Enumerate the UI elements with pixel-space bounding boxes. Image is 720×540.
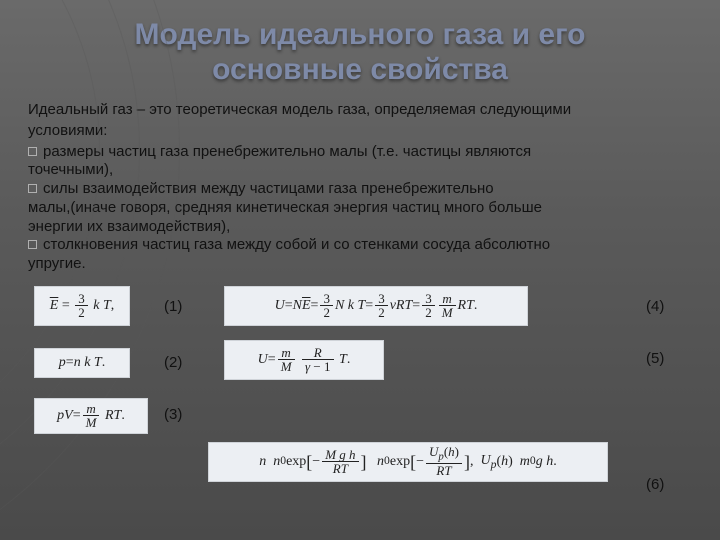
- lead-line-2: условиями:: [28, 122, 692, 141]
- body-text: Идеальный газ – это теоретическая модель…: [0, 101, 720, 520]
- eq-label-5: (5): [646, 350, 664, 369]
- bullet-2-line-b: малы,(иначе говоря, средняя кинетическая…: [28, 199, 692, 218]
- bullet-2: силы взаимодействия между частицами газа…: [28, 180, 692, 199]
- page-title: Модель идеального газа и его основные св…: [0, 0, 720, 101]
- equation-5: U = mM Rγ − 1 T.: [224, 340, 384, 380]
- bullet-1-line-a: размеры частиц газа пренебрежительно мал…: [43, 143, 531, 162]
- eq-label-1: (1): [164, 298, 182, 317]
- title-line-1: Модель идеального газа и его: [40, 18, 680, 53]
- eq-label-6: (6): [646, 476, 664, 495]
- eq-label-2: (2): [164, 354, 182, 373]
- eq-label-4: (4): [646, 298, 664, 317]
- bullet-3-line-b: упругие.: [28, 255, 692, 274]
- bullet-2-line-c: энергии их взаимодействия),: [28, 218, 692, 237]
- bullet-1: размеры частиц газа пренебрежительно мал…: [28, 143, 692, 162]
- equations-area: E = 32 k T, p = n k T. pV = mM RT. U = N…: [28, 286, 692, 520]
- bullet-3: столкновения частиц газа между собой и с…: [28, 236, 692, 255]
- equation-3: pV = mM RT.: [34, 398, 148, 434]
- bullet-square-icon: [28, 184, 37, 193]
- eq-label-3: (3): [164, 406, 182, 425]
- equation-6: n n0 exp [−M g hRT] n0 exp [−Up(h)RT] , …: [208, 442, 608, 482]
- bullet-square-icon: [28, 240, 37, 249]
- bullet-square-icon: [28, 147, 37, 156]
- lead-line-1: Идеальный газ – это теоретическая модель…: [28, 101, 692, 120]
- equation-2: p = n k T.: [34, 348, 130, 378]
- bullet-1-line-b: точечными),: [28, 161, 692, 180]
- bullet-2-line-a: силы взаимодействия между частицами газа…: [43, 180, 494, 199]
- title-line-2: основные свойства: [40, 53, 680, 88]
- equation-1: E = 32 k T,: [34, 286, 130, 326]
- bullet-3-line-a: столкновения частиц газа между собой и с…: [43, 236, 550, 255]
- equation-4: U = NE = 32N k T = 32ν RT = 32mMRT.: [224, 286, 528, 326]
